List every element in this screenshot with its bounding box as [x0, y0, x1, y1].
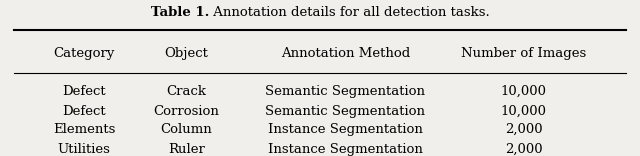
- Text: 2,000: 2,000: [505, 143, 543, 156]
- Text: Category: Category: [54, 47, 115, 60]
- Text: Corrosion: Corrosion: [153, 105, 219, 118]
- Text: 2,000: 2,000: [505, 123, 543, 136]
- Text: Elements: Elements: [53, 123, 115, 136]
- Text: Ruler: Ruler: [168, 143, 205, 156]
- Text: Column: Column: [160, 123, 212, 136]
- Text: Table 1.: Table 1.: [151, 6, 209, 19]
- Text: Instance Segmentation: Instance Segmentation: [268, 123, 423, 136]
- Text: Crack: Crack: [166, 85, 206, 98]
- Text: Annotation details for all detection tasks.: Annotation details for all detection tas…: [209, 6, 490, 19]
- Text: Utilities: Utilities: [58, 143, 111, 156]
- Text: Annotation Method: Annotation Method: [281, 47, 410, 60]
- Text: Semantic Segmentation: Semantic Segmentation: [266, 85, 426, 98]
- Text: 10,000: 10,000: [501, 85, 547, 98]
- Text: Object: Object: [164, 47, 208, 60]
- Text: Defect: Defect: [63, 105, 106, 118]
- Text: Number of Images: Number of Images: [461, 47, 586, 60]
- Text: Instance Segmentation: Instance Segmentation: [268, 143, 423, 156]
- Text: 10,000: 10,000: [501, 105, 547, 118]
- Text: Semantic Segmentation: Semantic Segmentation: [266, 105, 426, 118]
- Text: Defect: Defect: [63, 85, 106, 98]
